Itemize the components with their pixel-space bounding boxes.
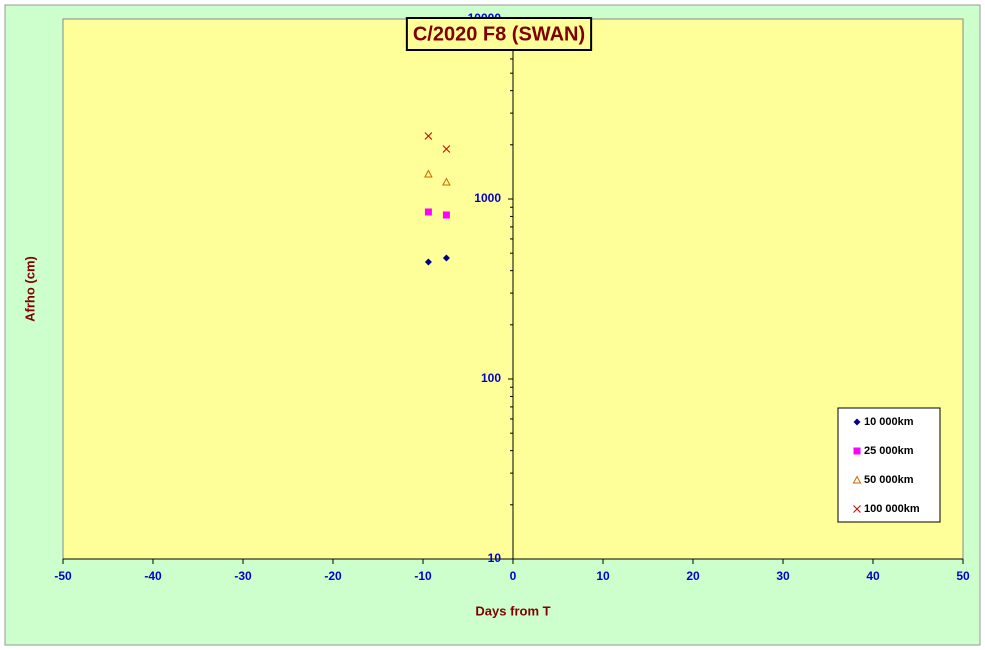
x-tick-label: -40 xyxy=(144,569,162,583)
legend-label: 25 000km xyxy=(864,445,914,457)
x-tick-label: 40 xyxy=(866,569,880,583)
x-tick-label: 50 xyxy=(956,569,970,583)
legend-label: 10 000km xyxy=(864,416,914,428)
legend-marker xyxy=(852,475,862,484)
point xyxy=(442,211,450,219)
point xyxy=(424,169,433,178)
legend-box xyxy=(837,407,941,523)
point xyxy=(424,258,432,266)
y-tick-label: 10 xyxy=(488,551,502,565)
y-axis-label: Afrho (cm) xyxy=(22,256,37,322)
chart-title: C/2020 F8 (SWAN) xyxy=(413,23,585,45)
x-tick-label: -50 xyxy=(54,569,72,583)
legend-marker xyxy=(853,447,861,455)
x-axis-label: Days from T xyxy=(475,603,550,618)
x-tick-label: -10 xyxy=(414,569,432,583)
y-tick-label: 100 xyxy=(481,371,501,385)
point xyxy=(442,254,450,262)
point xyxy=(424,208,432,216)
point xyxy=(442,177,451,186)
x-tick-label: 30 xyxy=(776,569,790,583)
legend-marker xyxy=(853,505,861,513)
legend-label: 100 000km xyxy=(864,503,920,515)
y-tick-label: 1000 xyxy=(474,191,501,205)
point xyxy=(442,145,451,153)
x-tick-label: 20 xyxy=(686,569,700,583)
legend-label: 50 000km xyxy=(864,474,914,486)
title-box xyxy=(405,17,593,51)
x-tick-label: 0 xyxy=(510,569,517,583)
x-tick-label: -20 xyxy=(324,569,342,583)
x-tick-label: -30 xyxy=(234,569,252,583)
legend-marker xyxy=(853,418,861,426)
x-tick-label: 10 xyxy=(596,569,610,583)
point xyxy=(424,132,433,140)
